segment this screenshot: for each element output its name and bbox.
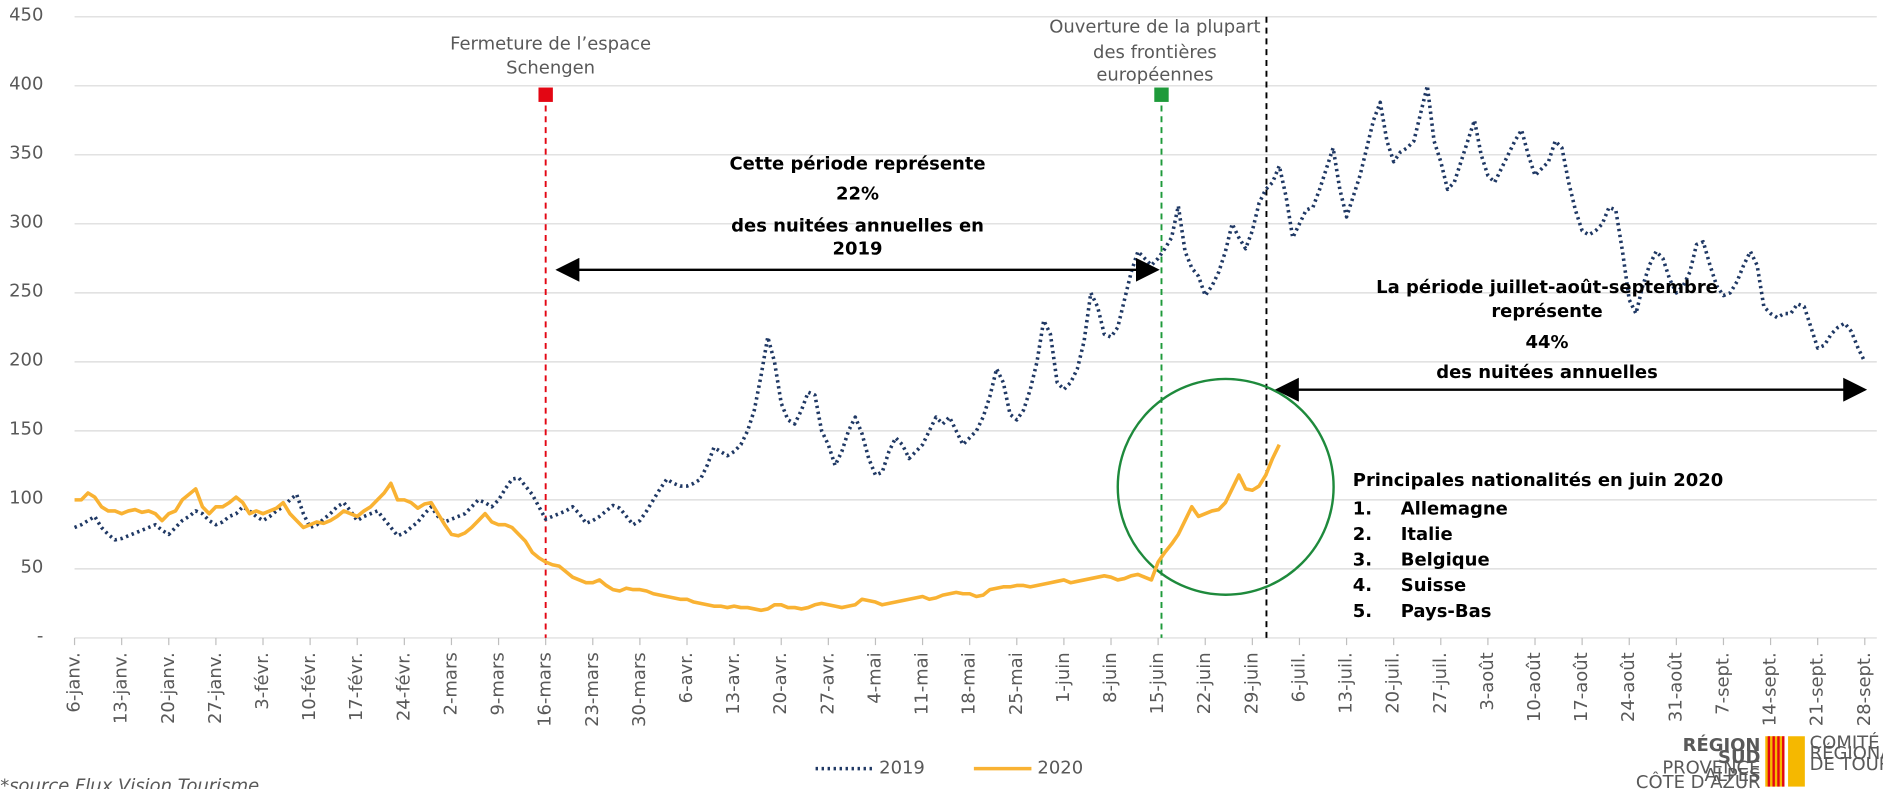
x-tick-label: 1-juin [1053,652,1074,703]
annotation: 44% [1526,332,1569,353]
series-line [74,443,1281,613]
logo-text: SUD [1718,747,1760,768]
logo-stripe [1767,736,1771,787]
y-tick-label: 150 [9,419,43,440]
x-tick-label: 24-févr. [393,652,414,721]
logo-stripe [1782,736,1785,787]
event-marker [538,87,553,102]
list-item: Pays-Bas [1401,601,1492,622]
x-tick-label: 28-sept. [1854,652,1875,726]
list-item: Belgique [1401,550,1490,571]
x-tick-label: 7-sept. [1712,652,1733,715]
y-tick-label: 100 [9,488,43,509]
annotation: européennes [1096,65,1213,86]
annotation: La période juillet-août-septembre [1376,277,1718,298]
x-tick-label: 10-août [1524,652,1545,722]
x-tick-label: 6-avr. [676,652,697,703]
x-tick-label: 13-juil. [1336,652,1357,713]
x-tick-label: 3-août [1477,652,1498,710]
x-tick-label: 4-mai [864,652,885,703]
y-tick-label: - [37,626,43,647]
x-tick-label: 8-juin [1100,652,1121,703]
x-tick-label: 6-janv. [64,652,85,712]
annotation: représente [1491,301,1602,322]
x-tick-label: 25-mai [1006,652,1027,715]
logo-text: DE TOURISME [1810,754,1883,775]
x-tick-label: 2-mars [440,652,461,715]
list-number: 3. [1353,550,1372,571]
x-tick-label: 27-juil. [1430,652,1451,713]
x-tick-label: 13-avr. [723,652,744,714]
logo-text: RÉGIONAL [1810,742,1883,764]
logo-stripe [1772,736,1775,787]
x-tick-label: 22-juin [1194,652,1215,714]
list-item: Allemagne [1401,499,1508,520]
x-tick-label: 30-mars [629,652,650,727]
x-tick-label: 14-sept. [1760,652,1781,726]
list-number: 5. [1353,601,1372,622]
x-tick-label: 29-juin [1241,652,1262,714]
source: *source Flux Vision Tourisme [0,776,259,789]
logo-flag [1788,736,1805,787]
x-tick-label: 24-août [1618,652,1639,722]
logo-text: COMITÉ [1810,731,1880,753]
y-tick-label: 400 [9,74,43,95]
y-tick-label: 50 [21,557,44,578]
list-number: 1. [1353,499,1372,520]
x-tick-label: 21-sept. [1807,652,1828,726]
event-marker [1154,87,1169,102]
x-tick-label: 27-avr. [817,652,838,714]
y-tick-label: 300 [9,212,43,233]
x-tick-label: 20-avr. [770,652,791,714]
x-tick-label: 16-mars [535,652,556,727]
y-tick-label: 200 [9,350,43,371]
highlight-circle [1116,377,1335,596]
x-tick-label: 6-juil. [1288,652,1309,702]
x-tick-label: 31-août [1665,652,1686,722]
x-tick-label: 13-janv. [111,652,132,724]
logo-text: ALPES [1705,765,1761,786]
list-number: 4. [1353,575,1372,596]
annotation: des nuitées annuelles [1436,362,1658,383]
annotation: 22% [836,183,879,204]
list-item: Italie [1401,524,1453,545]
y-tick-label: 250 [9,281,43,302]
x-tick-label: 9-mars [488,652,509,715]
x-tick-label: 18-mai [959,652,980,715]
annotation: Ouverture de la plupart [1049,17,1260,38]
logo-text: PROVENCE [1662,758,1760,779]
y-tick-label: 350 [9,143,43,164]
x-tick-label: 23-mars [582,652,603,727]
x-tick-label: 11-mai [912,652,933,715]
logo-text: RÉGION [1683,734,1761,756]
annotation: 2019 [833,238,883,259]
nationalities-title: Principales nationalités en juin 2020 [1353,470,1723,491]
annotation: Fermeture de l’espace [450,33,651,54]
legend-label: 2020 [1037,758,1083,779]
x-tick-label: 17-févr. [346,652,367,721]
x-tick-label: 17-août [1571,652,1592,722]
legend-label: 2019 [879,758,925,779]
logo-text: CÔTE D’AZUR [1636,771,1761,789]
annotation: Cette période représente [730,153,986,174]
x-tick-label: 27-janv. [205,652,226,724]
x-tick-label: 10-févr. [299,652,320,721]
annotation: des frontières [1093,42,1217,63]
list-item: Suisse [1401,575,1466,596]
series-line [73,84,1867,542]
annotation: Schengen [506,57,595,78]
x-tick-label: 20-juil. [1383,652,1404,713]
logo-stripe [1777,736,1780,787]
y-tick-label: 450 [9,5,43,26]
x-tick-label: 15-juin [1147,652,1168,714]
annotation: des nuitées annuelles en [731,216,984,237]
x-tick-label: 3-févr. [252,652,273,709]
x-tick-label: 20-janv. [158,652,179,724]
list-number: 2. [1353,524,1372,545]
